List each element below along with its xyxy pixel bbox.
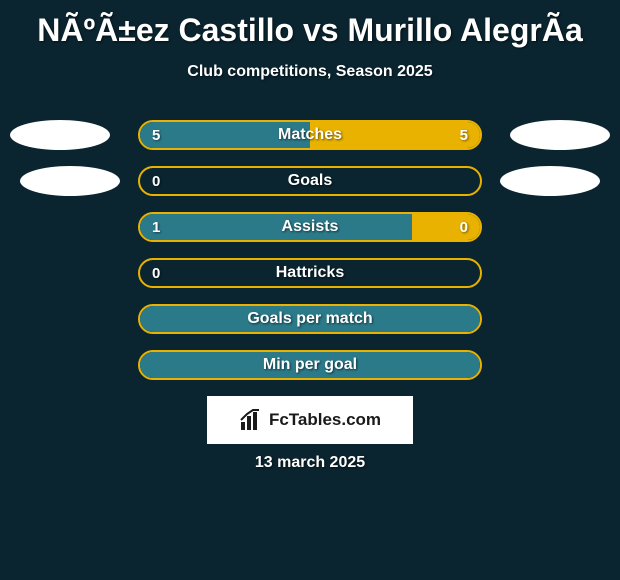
stat-row: 0Hattricks xyxy=(0,258,620,304)
stat-row: 10Assists xyxy=(0,212,620,258)
bar-label: Min per goal xyxy=(140,352,480,378)
stat-row: Min per goal xyxy=(0,350,620,396)
player-badge-left xyxy=(10,120,110,150)
stat-row: 55Matches xyxy=(0,120,620,166)
stat-row: 0Goals xyxy=(0,166,620,212)
bar-track: 10Assists xyxy=(138,212,482,242)
stat-row: Goals per match xyxy=(0,304,620,350)
bar-label: Matches xyxy=(140,122,480,148)
stat-rows: 55Matches 0Goals 10Assists 0Hattricks Goals … xyxy=(0,120,620,396)
subline: Club competitions, Season 2025 xyxy=(0,63,620,81)
brand-box: FcTables.com xyxy=(207,396,413,444)
bar-label: Hattricks xyxy=(140,260,480,286)
bar-label: Goals per match xyxy=(140,306,480,332)
brand-bars-icon xyxy=(239,408,263,432)
dateline: 13 march 2025 xyxy=(0,454,620,472)
headline: NÃºÃ±ez Castillo vs Murillo AlegrÃ­a xyxy=(0,0,620,49)
bar-track: 55Matches xyxy=(138,120,482,150)
bar-label: Assists xyxy=(140,214,480,240)
bar-track: Min per goal xyxy=(138,350,482,380)
brand-text: FcTables.com xyxy=(269,410,381,430)
player-badge-right xyxy=(510,120,610,150)
bar-track: 0Hattricks xyxy=(138,258,482,288)
bar-label: Goals xyxy=(140,168,480,194)
player-badge-right xyxy=(500,166,600,196)
bar-track: Goals per match xyxy=(138,304,482,334)
player-badge-left xyxy=(20,166,120,196)
chart-container: NÃºÃ±ez Castillo vs Murillo AlegrÃ­a Clu… xyxy=(0,0,620,580)
bar-track: 0Goals xyxy=(138,166,482,196)
